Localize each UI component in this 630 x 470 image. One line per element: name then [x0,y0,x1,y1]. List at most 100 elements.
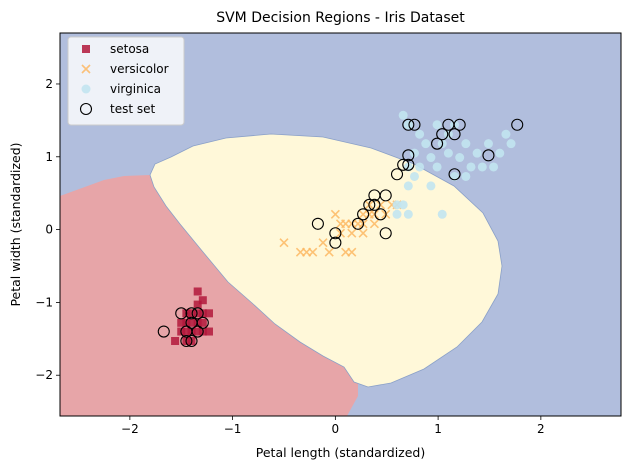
point-setosa [171,337,180,346]
legend-label-setosa: setosa [110,42,149,56]
point-test-set [329,236,342,249]
point-test-set [482,149,495,162]
point-test-set [408,118,421,131]
point-test-set [379,189,392,202]
y-tick-label: 0 [45,223,53,237]
point-test-set [511,118,524,131]
point-test-set [390,168,404,181]
chart-title: SVM Decision Regions - Iris Dataset [216,10,465,26]
point-test-set [357,208,370,221]
y-tick-label: −1 [35,295,53,309]
y-axis: −2 −1 0 1 2 [35,77,60,382]
x-axis-label: Petal length (standardized) [256,445,425,460]
point-virginica [437,209,447,219]
point-test-set [180,334,193,348]
point-test-set [185,334,198,348]
point-setosa [204,309,213,318]
point-setosa [193,309,202,318]
point-virginica [398,200,408,210]
point-versicolor [347,247,357,257]
point-test-set [448,168,461,181]
plot-frame [59,32,622,417]
point-test-set [191,307,204,320]
x-tick-label: 2 [537,422,545,436]
point-versicolor [330,209,340,219]
point-test-set [379,227,392,240]
point-virginica [392,200,402,210]
point-virginica [432,120,442,130]
x-tick-label: 0 [332,422,340,436]
x-tick-label: −1 [224,422,242,436]
point-test-set [453,118,466,131]
point-test-set [175,307,188,320]
region-versicolor [149,133,503,388]
point-setosa [193,327,202,336]
point-test-set [448,128,461,141]
point-virginica [421,139,431,149]
legend-box [67,36,185,126]
point-virginica [432,162,442,172]
point-test-set [402,158,415,171]
legend-label-test-set: test set [110,102,155,116]
point-versicolor [279,238,289,248]
point-test-set [402,118,415,131]
point-virginica [426,153,436,163]
point-virginica [426,181,436,191]
plot-area [60,33,621,416]
point-virginica [501,129,511,139]
point-versicolor [358,228,368,238]
point-virginica [443,129,453,139]
x-tick-label: −2 [121,422,139,436]
point-virginica [409,148,419,158]
series-layer [157,110,524,348]
point-test-set [311,217,324,230]
point-test-set [191,325,204,338]
point-virginica [472,148,482,158]
point-virginica [489,162,499,172]
point-test-set [196,316,209,329]
point-test-set [402,149,415,162]
point-virginica [403,120,413,130]
point-versicolor [347,228,357,238]
point-setosa [193,287,202,296]
point-versicolor [358,209,368,219]
legend-marker-setosa [82,45,90,53]
legend: setosa versicolor virginica test set [67,36,185,126]
legend-marker-virginica [81,84,91,94]
point-virginica [398,110,408,120]
point-virginica [443,148,453,158]
point-test-set [351,217,365,230]
point-virginica [455,153,465,163]
y-tick-label: 1 [45,150,53,164]
point-test-set [157,325,170,338]
legend-entries: setosa versicolor virginica test set [79,42,169,116]
y-tick-label: −2 [35,368,53,382]
point-virginica [466,162,476,172]
series-versicolor [279,200,402,257]
point-test-set [397,158,410,171]
legend-marker-test-set [79,102,93,116]
point-setosa [187,318,196,327]
point-setosa [187,309,196,318]
point-virginica [483,139,493,149]
legend-label-versicolor: versicolor [110,62,169,76]
legend-marker-versicolor [81,64,91,74]
point-versicolor [308,247,318,257]
point-versicolor [318,238,328,248]
point-virginica [409,171,419,181]
y-tick-label: 2 [45,77,53,91]
point-setosa [193,300,202,309]
point-versicolor [376,200,386,210]
point-versicolor [369,209,379,219]
point-setosa [177,318,186,327]
point-test-set [431,137,444,150]
series-test-set [157,118,524,348]
point-virginica [506,139,516,149]
region-setosa [60,175,358,416]
point-virginica [461,171,471,181]
point-virginica [461,139,471,149]
point-virginica [403,209,413,219]
point-setosa [182,327,191,336]
point-test-set [185,307,198,320]
